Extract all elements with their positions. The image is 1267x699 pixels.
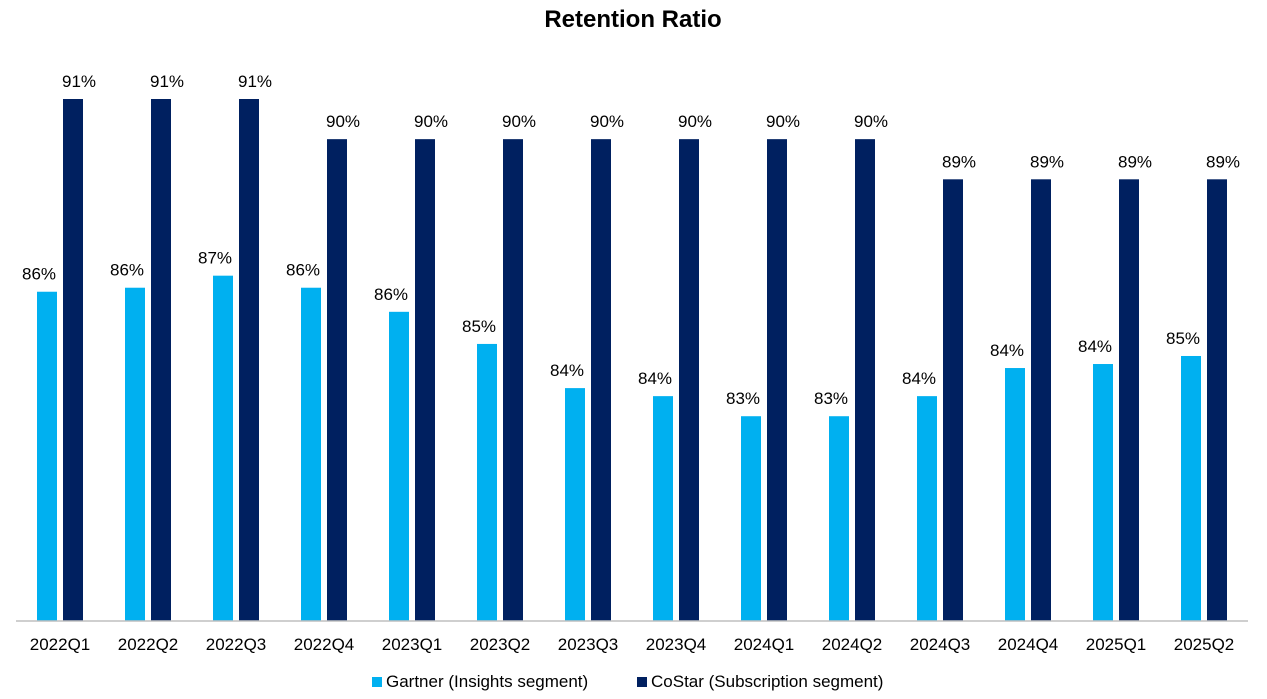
bar-costar-2025Q1 [1119, 179, 1139, 622]
bar-gartner-2024Q4 [1005, 368, 1025, 621]
x-tick-label-2024Q1: 2024Q1 [734, 635, 795, 654]
x-tick-label-2022Q4: 2022Q4 [294, 635, 355, 654]
x-tick-label-2024Q4: 2024Q4 [998, 635, 1059, 654]
data-label-gartner-2024Q3: 84% [902, 369, 936, 388]
data-label-gartner-2023Q2: 85% [462, 317, 496, 336]
data-label-costar-2022Q2: 91% [150, 72, 184, 91]
data-label-gartner-2023Q1: 86% [374, 285, 408, 304]
data-label-costar-2023Q4: 90% [678, 112, 712, 131]
data-label-gartner-2023Q3: 84% [550, 361, 584, 380]
x-tick-label-2022Q3: 2022Q3 [206, 635, 267, 654]
data-label-gartner-2024Q4: 84% [990, 341, 1024, 360]
data-label-costar-2024Q3: 89% [942, 152, 976, 171]
bar-costar-2023Q3 [591, 139, 611, 621]
data-label-gartner-2022Q3: 87% [198, 249, 232, 268]
data-label-gartner-2024Q1: 83% [726, 389, 760, 408]
data-label-costar-2025Q1: 89% [1118, 152, 1152, 171]
bar-gartner-2023Q1 [389, 311, 409, 621]
data-label-costar-2023Q2: 90% [502, 112, 536, 131]
data-label-gartner-2022Q4: 86% [286, 261, 320, 280]
bar-costar-2022Q3 [239, 99, 259, 621]
x-tick-label-2025Q1: 2025Q1 [1086, 635, 1147, 654]
bar-gartner-2022Q3 [213, 275, 233, 621]
bar-gartner-2024Q1 [741, 416, 761, 621]
data-label-costar-2022Q3: 91% [238, 72, 272, 91]
data-label-costar-2022Q4: 90% [326, 112, 360, 131]
bar-costar-2024Q2 [855, 139, 875, 621]
bar-gartner-2023Q2 [477, 343, 497, 621]
bar-costar-2025Q2 [1207, 179, 1227, 622]
bar-gartner-2024Q2 [829, 416, 849, 621]
bar-costar-2022Q1 [63, 99, 83, 621]
bar-costar-2022Q2 [151, 99, 171, 621]
data-label-gartner-2025Q2: 85% [1166, 329, 1200, 348]
legend-swatch-costar [637, 677, 647, 687]
x-tick-label-2024Q2: 2024Q2 [822, 635, 883, 654]
data-label-costar-2025Q2: 89% [1206, 152, 1240, 171]
bar-costar-2022Q4 [327, 139, 347, 621]
bar-gartner-2022Q1 [37, 291, 57, 621]
x-tick-label-2022Q1: 2022Q1 [30, 635, 91, 654]
legend-label-gartner: Gartner (Insights segment) [386, 672, 588, 691]
legend: Gartner (Insights segment) CoStar (Subsc… [372, 672, 883, 691]
bar-costar-2023Q1 [415, 139, 435, 621]
data-label-gartner-2023Q4: 84% [638, 369, 672, 388]
x-tick-label-2022Q2: 2022Q2 [118, 635, 179, 654]
x-tick-label-2023Q3: 2023Q3 [558, 635, 619, 654]
data-label-costar-2024Q1: 90% [766, 112, 800, 131]
x-tick-label-2023Q1: 2023Q1 [382, 635, 443, 654]
data-label-gartner-2025Q1: 84% [1078, 337, 1112, 356]
bar-gartner-2022Q2 [125, 287, 145, 621]
data-label-gartner-2022Q1: 86% [22, 265, 56, 284]
bar-gartner-2025Q1 [1093, 364, 1113, 621]
data-label-gartner-2022Q2: 86% [110, 261, 144, 280]
x-tick-label-2024Q3: 2024Q3 [910, 635, 971, 654]
x-tick-label-2025Q2: 2025Q2 [1174, 635, 1235, 654]
data-label-gartner-2024Q2: 83% [814, 389, 848, 408]
x-tick-labels: 2022Q1 2022Q2 2022Q3 2022Q4 2023Q1 2023Q2 2023… [30, 635, 1235, 654]
legend-swatch-gartner [372, 677, 382, 687]
x-tick-label-2023Q4: 2023Q4 [646, 635, 707, 654]
bar-costar-2024Q1 [767, 139, 787, 621]
bar-costar-2024Q3 [943, 179, 963, 622]
bars-group [37, 99, 1227, 622]
data-label-costar-2023Q1: 90% [414, 112, 448, 131]
bar-gartner-2024Q3 [917, 396, 937, 621]
bar-gartner-2022Q4 [301, 287, 321, 621]
bar-gartner-2023Q3 [565, 388, 585, 621]
legend-label-costar: CoStar (Subscription segment) [651, 672, 883, 691]
bar-costar-2024Q4 [1031, 179, 1051, 622]
bar-gartner-2025Q2 [1181, 355, 1201, 621]
bar-costar-2023Q4 [679, 139, 699, 621]
data-label-costar-2024Q4: 89% [1030, 152, 1064, 171]
bar-costar-2023Q2 [503, 139, 523, 621]
bar-gartner-2023Q4 [653, 396, 673, 621]
data-labels-group: 86% 91% 86% 91% 87% 91% 86% 90% 86% 90% 85% 90% 84% 9… [22, 72, 1240, 408]
chart-title: Retention Ratio [544, 6, 721, 33]
data-label-costar-2022Q1: 91% [62, 72, 96, 91]
data-label-costar-2023Q3: 90% [590, 112, 624, 131]
data-label-costar-2024Q2: 90% [854, 112, 888, 131]
x-tick-label-2023Q2: 2023Q2 [470, 635, 531, 654]
